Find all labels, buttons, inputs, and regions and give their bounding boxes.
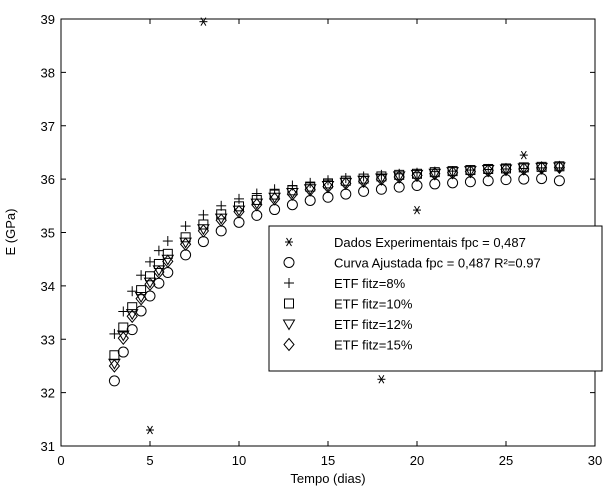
data-point	[116, 330, 130, 342]
data-point	[136, 285, 147, 296]
data-point	[145, 256, 155, 267]
legend-marker	[284, 278, 294, 288]
data-point	[135, 305, 147, 317]
legend-box	[268, 225, 603, 372]
x-tick-label: 25	[499, 453, 513, 468]
data-point	[125, 309, 139, 321]
y-tick-label: 35	[41, 226, 55, 241]
legend-entry: Dados Experimentais fpc = 0,487	[334, 235, 526, 250]
data-point	[152, 265, 166, 277]
data-point	[162, 248, 173, 259]
x-tick-label: 5	[146, 453, 153, 468]
data-point	[153, 245, 164, 256]
data-point	[483, 164, 494, 175]
y-axis: 31 32 33 34 35 36 37 38 39	[41, 12, 595, 454]
data-point	[180, 221, 191, 232]
data-point	[412, 167, 422, 178]
x-tick-label: 30	[588, 453, 602, 468]
x-tick-label: 15	[321, 453, 335, 468]
data-point	[553, 175, 565, 187]
data-point	[126, 324, 138, 336]
x-axis: 0 5 10 15 20 25 30	[57, 19, 602, 468]
data-point	[118, 322, 129, 333]
data-point	[447, 166, 458, 177]
data-point	[501, 163, 511, 174]
data-point	[143, 277, 157, 289]
data-point	[108, 375, 120, 387]
data-point	[413, 205, 421, 215]
data-point	[197, 224, 210, 236]
data-point	[117, 331, 129, 345]
data-point	[500, 162, 512, 177]
data-point	[198, 219, 209, 230]
y-tick-label: 33	[41, 332, 55, 347]
x-tick-label: 10	[232, 453, 246, 468]
x-tick-label: 0	[57, 453, 64, 468]
legend-entry: ETF fitz=12%	[334, 317, 413, 332]
data-point	[554, 162, 565, 173]
data-point	[305, 177, 316, 188]
data-point	[118, 306, 129, 317]
y-tick-label: 31	[41, 439, 55, 454]
data-point	[536, 162, 547, 173]
legend-marker	[283, 337, 295, 352]
data-point	[136, 270, 147, 281]
data-point	[358, 171, 369, 182]
data-point	[250, 198, 264, 210]
legend: Dados Experimentais fpc = 0,487 Curva Aju…	[268, 225, 603, 372]
legend-entry: ETF fitz=10%	[334, 297, 413, 312]
data-point	[153, 258, 164, 269]
data-point	[394, 168, 405, 179]
data-point	[198, 209, 209, 220]
data-point	[161, 254, 175, 266]
data-point	[162, 236, 173, 247]
data-point	[127, 286, 138, 297]
data-point	[553, 160, 566, 175]
data-point	[179, 237, 192, 249]
data-point	[535, 161, 548, 175]
series-plus	[109, 162, 565, 339]
data-point	[127, 302, 138, 313]
data-point	[180, 232, 191, 243]
legend-marker	[283, 257, 295, 268]
data-point	[199, 17, 208, 26]
data-point	[109, 350, 120, 361]
y-axis-label: E (GPa)	[3, 209, 18, 256]
data-point	[269, 184, 280, 195]
legend-entry: ETF fitz=8%	[334, 276, 406, 291]
y-tick-label: 32	[41, 386, 55, 401]
data-point	[518, 163, 529, 174]
data-point	[216, 200, 227, 211]
data-point	[145, 271, 155, 282]
data-point	[429, 166, 440, 177]
data-marks	[108, 17, 566, 435]
legend-entry: ETF fitz=15%	[334, 338, 413, 353]
data-point	[134, 292, 148, 304]
data-point	[340, 173, 351, 184]
y-tick-label: 38	[41, 65, 55, 80]
data-point	[287, 180, 298, 191]
data-point	[234, 193, 244, 204]
legend-entry: Curva Ajustada fpc = 0,487 R²=0.97	[334, 256, 541, 271]
y-tick-label: 37	[41, 119, 55, 134]
x-tick-label: 20	[410, 453, 424, 468]
y-tick-label: 39	[41, 12, 55, 27]
x-axis-label: Tempo (dias)	[290, 471, 365, 486]
legend-marker	[285, 237, 293, 247]
data-point	[117, 346, 129, 358]
data-point	[465, 165, 476, 176]
series-asterisk	[146, 17, 528, 435]
data-point	[377, 375, 386, 384]
y-tick-label: 34	[41, 279, 55, 294]
data-point	[251, 188, 262, 199]
data-point	[376, 169, 387, 180]
data-point	[146, 425, 154, 435]
data-point	[109, 328, 120, 339]
y-tick-label: 36	[41, 172, 55, 187]
legend-marker	[282, 319, 296, 331]
legend-marker	[284, 298, 294, 309]
data-point	[323, 175, 333, 186]
data-point	[519, 150, 528, 160]
